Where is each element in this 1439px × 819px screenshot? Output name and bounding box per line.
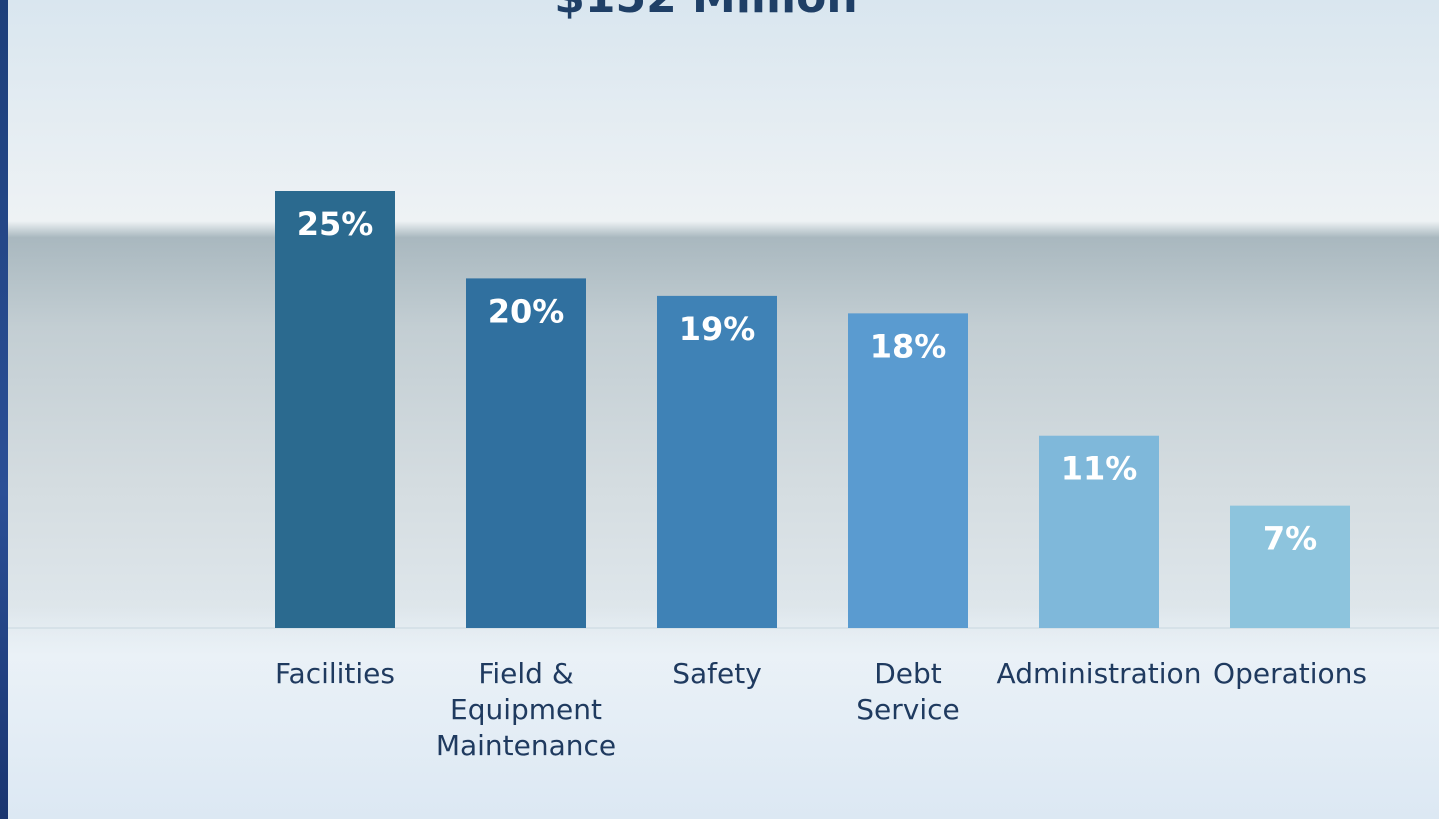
x-tick-label: Safety: [672, 657, 762, 690]
bar: [466, 278, 586, 628]
x-tick-label: Administration: [996, 657, 1202, 690]
bar: [1230, 505, 1350, 628]
side-strip: [0, 0, 8, 819]
value-label: 11%: [1061, 450, 1138, 488]
bar: [848, 313, 968, 628]
value-label: 19%: [679, 310, 756, 348]
value-label: 18%: [870, 327, 947, 365]
x-tick-label: Facilities: [275, 657, 395, 690]
chart-title: $152 Million: [554, 0, 857, 23]
bar: [657, 295, 777, 628]
bar: [1039, 435, 1159, 628]
value-label: 20%: [488, 292, 565, 330]
bar: [275, 191, 395, 628]
value-label: 25%: [297, 205, 374, 243]
x-tick-label: Operations: [1213, 657, 1367, 690]
x-tick-label: Field & Equipment Maintenance: [435, 657, 617, 762]
value-label: 7%: [1263, 520, 1317, 558]
x-tick-label: Debt Service: [856, 657, 960, 726]
